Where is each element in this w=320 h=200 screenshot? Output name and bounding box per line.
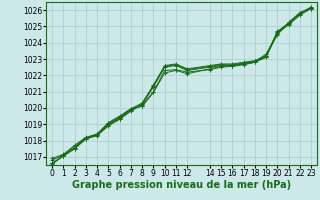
X-axis label: Graphe pression niveau de la mer (hPa): Graphe pression niveau de la mer (hPa) — [72, 180, 291, 190]
